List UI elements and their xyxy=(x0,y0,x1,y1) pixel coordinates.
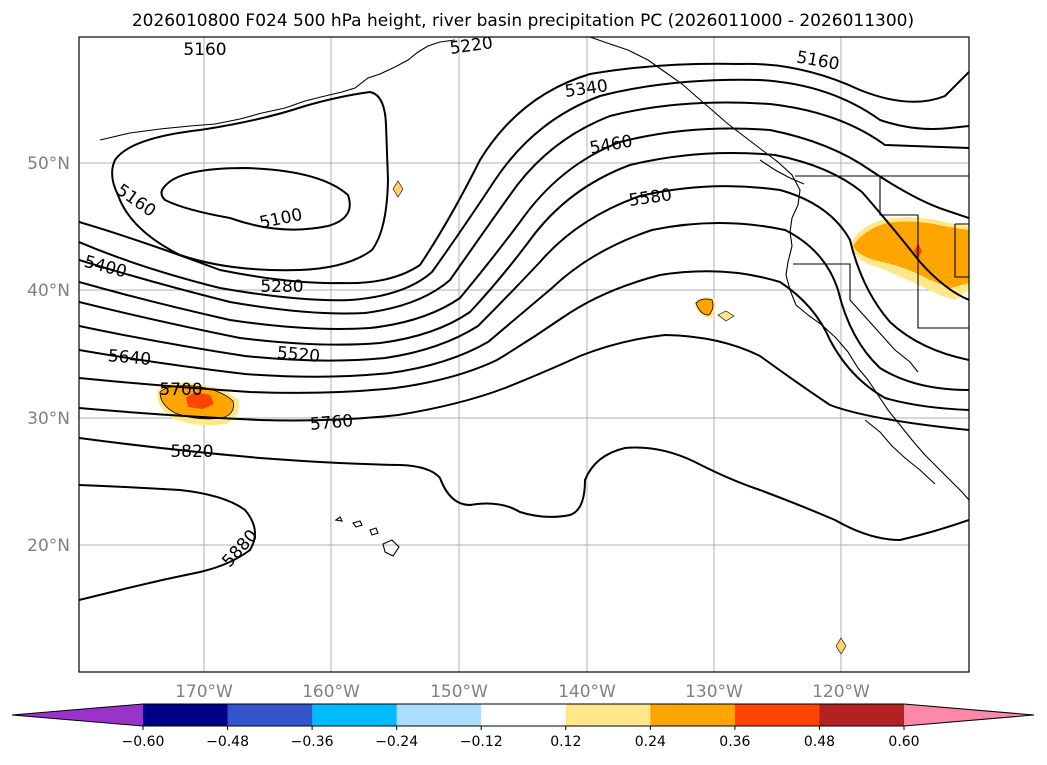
precip-spot-mid xyxy=(717,310,735,322)
figure-title: 2026010800 F024 500 hPa height, river ba… xyxy=(132,11,914,31)
colorbar-extend-high xyxy=(904,704,1034,726)
lon-label: 150°W xyxy=(430,682,488,702)
contour-label: 5760 xyxy=(309,411,354,435)
aleutian-alaska-coast xyxy=(99,39,456,141)
contour-label: 5280 xyxy=(260,277,303,297)
contour-label: 5160 xyxy=(183,40,226,60)
precip-area-mid xyxy=(695,298,714,316)
vancouver-island xyxy=(759,159,805,185)
colorbar-tick-label: 0.36 xyxy=(719,734,750,750)
lat-label: 20°N xyxy=(27,536,70,556)
colorbar-segment xyxy=(143,704,229,726)
contour-5280 xyxy=(79,78,969,302)
colorbar-segment xyxy=(312,704,398,726)
lat-label: 40°N xyxy=(27,281,70,301)
hawaiian-islands xyxy=(334,516,400,557)
lon-label: 130°W xyxy=(685,682,743,702)
contour-5220 xyxy=(79,62,969,285)
contour-5580 xyxy=(79,222,969,391)
map-panel: 5160 5220 5340 5160 5460 5160 5100 5580 … xyxy=(78,33,970,673)
contour-5160-low xyxy=(111,90,390,272)
contour-5640 xyxy=(79,270,969,411)
contour-label: 5220 xyxy=(448,33,494,59)
contour-label: 5820 xyxy=(170,442,213,462)
colorbar-tick-label: −0.48 xyxy=(206,734,249,750)
lon-label: 160°W xyxy=(302,682,360,702)
height-contours xyxy=(79,62,969,601)
contour-label: 5520 xyxy=(276,343,321,367)
contour-5820 xyxy=(79,437,969,542)
contour-5460 xyxy=(79,151,969,346)
contour-labels: 5160 5220 5340 5160 5460 5160 5100 5580 … xyxy=(82,33,841,571)
colorbar-tick-label: −0.12 xyxy=(460,734,503,750)
map-background xyxy=(79,37,969,672)
lon-label: 170°W xyxy=(175,682,233,702)
contour-label: 5640 xyxy=(107,346,152,370)
contour-5100 xyxy=(160,166,351,231)
lat-label: 30°N xyxy=(27,409,70,429)
colorbar-tick-label: −0.36 xyxy=(291,734,334,750)
colorbar-segment xyxy=(396,704,482,726)
colorbar-segment xyxy=(227,704,313,726)
colorbar-tick-label: 0.12 xyxy=(550,734,581,750)
longitude-labels: 170°W 160°W 150°W 140°W 130°W 120°W xyxy=(175,682,870,702)
colorbar-tick-label: 0.24 xyxy=(635,734,666,750)
colorbar-tick-label: −0.24 xyxy=(375,734,418,750)
contour-5520 xyxy=(79,185,969,362)
north-america-coast xyxy=(589,37,969,501)
state-borders-interior xyxy=(879,176,969,329)
contour-5400 xyxy=(79,127,969,330)
colorbar-tick-label: −0.60 xyxy=(122,734,165,750)
colorbar-segment xyxy=(650,704,736,726)
colorbar-extend-low xyxy=(12,704,143,726)
colorbar: −0.60 −0.48 −0.36 −0.24 −0.12 0.12 0.24 0.36 0.4… xyxy=(11,703,1035,750)
latitude-labels: 50°N 40°N 30°N 20°N xyxy=(27,154,70,556)
colorbar-segment xyxy=(819,704,905,726)
precip-spot-south xyxy=(835,637,847,655)
baja-california xyxy=(864,419,936,485)
contour-label: 5700 xyxy=(159,380,202,400)
colorbar-segment xyxy=(734,704,820,726)
coastlines xyxy=(99,37,969,557)
precip-spot-north xyxy=(392,180,404,198)
precip-area-east xyxy=(853,221,969,288)
colorbar-segment xyxy=(481,704,567,726)
contour-5760 xyxy=(79,333,969,431)
graticule xyxy=(79,37,969,672)
contour-5880 xyxy=(79,484,256,601)
colorbar-segment xyxy=(565,704,651,726)
colorbar-tick-label: 0.60 xyxy=(888,734,919,750)
state-borders-east xyxy=(954,223,969,278)
contour-5340 xyxy=(79,101,969,315)
colorbar-tick-label: 0.48 xyxy=(804,734,835,750)
lat-label: 50°N xyxy=(27,154,70,174)
map-frame xyxy=(78,36,970,673)
precip-core-west xyxy=(186,392,214,409)
state-borders-west xyxy=(793,263,919,373)
lon-label: 120°W xyxy=(812,682,870,702)
lon-label: 140°W xyxy=(558,682,616,702)
